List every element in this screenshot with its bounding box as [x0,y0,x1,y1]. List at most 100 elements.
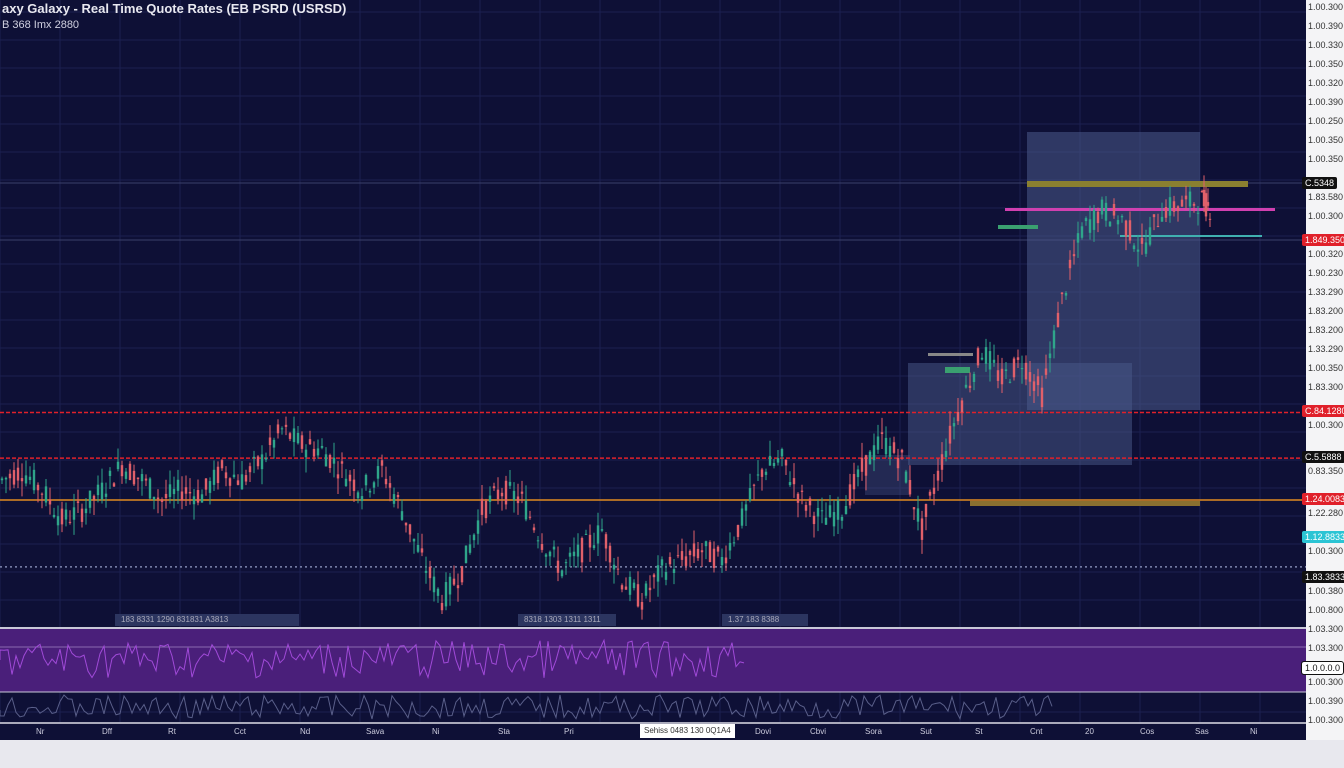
candle-body [388,483,392,488]
candle-body [372,482,376,488]
candle-body [1064,292,1068,296]
candle-body [832,512,836,527]
candle-body [1044,368,1048,375]
candle-body [992,359,996,363]
candle-body [364,474,368,486]
candle-body [960,400,964,413]
candle-body [44,486,48,503]
zone-bar [1005,208,1275,211]
price-tick: 1.33.290 [1308,344,1344,354]
candle-body [828,505,832,518]
candle-body [920,518,924,540]
candle-body [456,585,460,589]
candle-body [1156,225,1160,227]
candle-body [228,478,232,486]
candle-body [1052,330,1056,349]
candle-body [8,473,12,479]
candle-body [464,545,468,564]
candle-body [88,490,92,508]
price-marker: 1.849.350 [1302,234,1344,246]
candle-body [876,436,880,450]
candle-body [504,480,508,505]
price-tick: 1.00.330 [1308,40,1344,50]
candle-body [1128,220,1132,241]
candle-body [1176,206,1180,212]
candle-body [484,500,488,519]
candle-body [268,437,272,446]
candle-body [1056,312,1060,328]
candle-body [516,496,520,504]
candle-body [836,500,840,520]
oscillator-line [0,694,1053,721]
candle-body [1188,191,1192,207]
candle-body [224,472,228,479]
candle-body [940,454,944,470]
candle-body [1108,221,1112,227]
candle-body [28,476,32,481]
candle-body [1104,202,1108,221]
candle-body [616,568,620,570]
candle-body [304,449,308,458]
candle-body [608,545,612,563]
candle-body [1202,189,1206,207]
candle-body [1172,201,1176,212]
candle-body [1032,381,1036,391]
candle-body [252,456,256,459]
candle-body [500,492,504,497]
candle-body [812,515,816,525]
price-marker: 1.0.0.0.0 [1300,661,1344,675]
range-box [865,455,910,495]
time-tick: Sta [498,727,511,736]
candle-body [1072,254,1076,257]
candle-body [140,474,144,482]
chart-plot[interactable] [0,0,1306,722]
candle-body [1096,211,1100,224]
candle-body [840,516,844,521]
zone-bar [928,353,973,356]
candle-body [496,489,500,500]
time-tick: Ni [1250,727,1258,736]
price-tick: 1.00.300 [1308,546,1344,556]
candle-body [1116,220,1120,225]
candle-body [612,564,616,570]
candle-body [76,501,80,503]
candle-body [1036,376,1040,386]
candle-body [408,524,412,535]
candle-body [480,498,484,515]
candle-body [60,508,64,525]
candle-body [332,457,336,464]
candle-body [640,602,644,610]
candle-body [1100,199,1104,215]
indicator-line [0,638,745,680]
candle-body [848,484,852,506]
candle-body [196,490,200,503]
candle-body [888,445,892,457]
candle-body [376,466,380,479]
panel-tag: 8318 1303 1311 1311 [518,614,616,626]
candle-body [148,478,152,499]
candle-body [784,459,788,466]
candle-body [760,469,764,477]
time-tick: Sava [366,727,385,736]
candle-body [996,370,1000,381]
candle-body [768,455,772,466]
candle-body [292,428,296,443]
zone-bar [998,225,1038,229]
candle-body [916,508,920,522]
zone-bar [945,367,970,373]
price-tick: 0.83.350 [1308,466,1344,476]
candle-body [716,546,720,552]
candle-body [588,534,592,548]
price-axis[interactable]: 1.00.300 1.00.390 1.00.330 1.00.350 1.00.320… [1306,0,1344,768]
candle-body [1020,367,1024,370]
time-tick: Nd [300,727,311,736]
candle-body [64,509,68,520]
candle-body [416,544,420,552]
zone-bar [970,501,1200,506]
candle-body [36,484,40,491]
candle-body [1088,219,1092,233]
candle-body [956,411,960,422]
candle-body [200,494,204,503]
candle-body [340,461,344,464]
candle-body [1024,362,1028,380]
